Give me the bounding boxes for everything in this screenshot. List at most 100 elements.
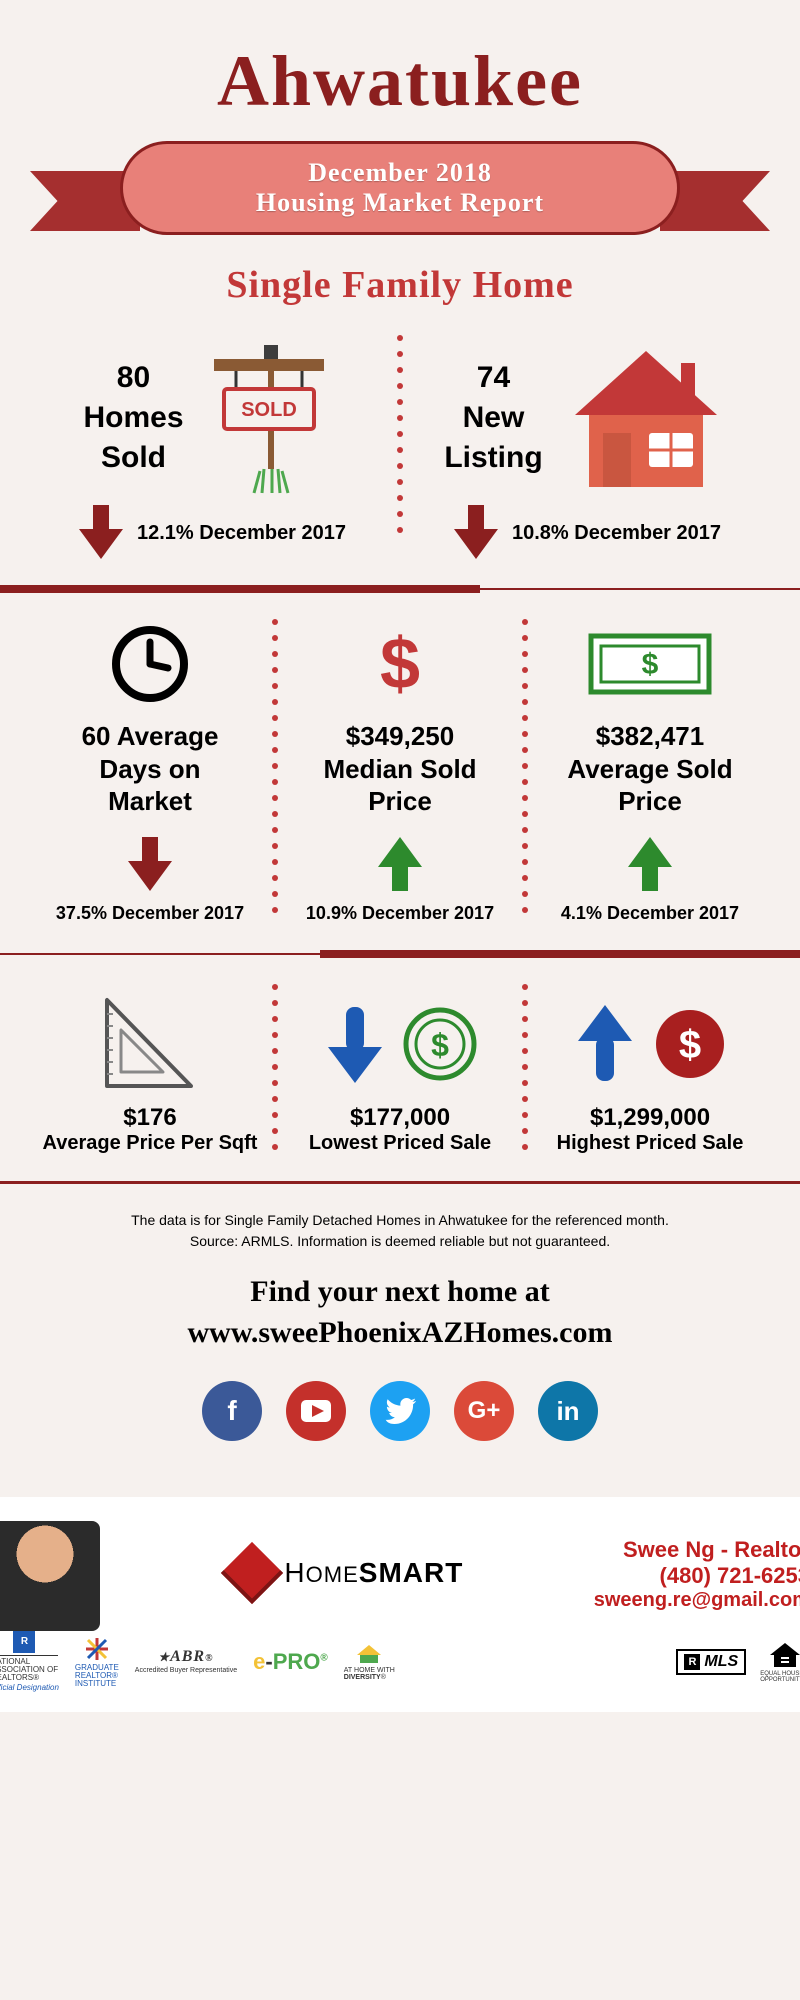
linkedin-icon[interactable]: in — [538, 1381, 598, 1441]
sold-period: December 2017 — [199, 522, 346, 544]
stat-lowest-sale: $ $177,000 Lowest Priced Sale — [290, 984, 510, 1155]
new-label-1: New — [444, 400, 542, 436]
cert-mls-icon: R MLS — [676, 1649, 746, 1675]
arrow-up-icon — [628, 837, 672, 891]
arrow-down-icon — [128, 837, 172, 891]
avg-pct: 4.1% — [561, 903, 602, 923]
sqft-label: Average Price Per Sqft — [43, 1132, 258, 1155]
new-period: December 2017 — [574, 522, 721, 544]
bottom-stats-row: $176 Average Price Per Sqft $ — [40, 984, 760, 1155]
brand-text: HOMESMART — [284, 1557, 463, 1589]
arrow-up-blue-icon — [570, 999, 640, 1089]
vertical-dots — [272, 619, 278, 924]
dom-l2: Days on — [82, 753, 219, 786]
high-label: Highest Priced Sale — [557, 1132, 744, 1155]
avg-l1: $382,471 — [567, 720, 732, 753]
coin-dollar-icon: $ — [400, 1004, 480, 1084]
banner-line-1: December 2018 — [133, 158, 667, 188]
cert-abr-icon: ★ABR® Accredited Buyer Representative — [135, 1649, 237, 1674]
low-label: Lowest Priced Sale — [309, 1132, 491, 1155]
facebook-icon[interactable]: f — [202, 1381, 262, 1441]
data-note: The data is for Single Family Detached H… — [40, 1210, 760, 1252]
avg-l3: Price — [567, 785, 732, 818]
cert-gri-icon: GRADUATEREALTOR®INSTITUTE — [75, 1636, 119, 1688]
new-pct: 10.8% — [512, 522, 569, 544]
realtor-email[interactable]: sweeng.re@gmail.com — [594, 1589, 800, 1612]
avg-period: December 2017 — [607, 903, 739, 923]
low-amount: $177,000 — [309, 1104, 491, 1132]
arrow-down-icon — [454, 505, 498, 559]
med-l3: Price — [323, 785, 476, 818]
top-stats-row: 80 Homes Sold SOLD — [40, 335, 760, 559]
arrow-down-icon — [79, 505, 123, 559]
certifications-row: R NATIONALASSOCIATION OFREALTORS® Offici… — [0, 1625, 800, 1712]
sold-label-2: Sold — [83, 440, 183, 476]
dom-period: December 2017 — [112, 903, 244, 923]
cert-epro-icon: e-PRO® — [253, 1651, 328, 1673]
sold-count: 80 — [83, 360, 183, 396]
avg-l2: Average Sold — [567, 753, 732, 786]
note-line-1: The data is for Single Family Detached H… — [40, 1210, 760, 1231]
svg-text:$: $ — [679, 1023, 701, 1067]
vertical-dots — [272, 984, 278, 1155]
banner-line-2: Housing Market Report — [133, 188, 667, 218]
cta-line-1: Find your next home at — [40, 1272, 760, 1313]
sold-sign-icon: SOLD — [202, 345, 342, 495]
cta-line-2[interactable]: www.sweePhoenixAZHomes.com — [40, 1313, 760, 1354]
mid-stats-row: 60 Average Days on Market 37.5% December… — [40, 619, 760, 924]
stat-new-listing: 74 New Listing 10.8% December 2017 — [415, 335, 760, 559]
svg-text:SOLD: SOLD — [241, 399, 297, 421]
arrow-down-blue-icon — [320, 999, 390, 1089]
dom-pct: 37.5% — [56, 903, 107, 923]
sqft-amount: $176 — [43, 1104, 258, 1132]
dollar-icon: $ — [380, 623, 420, 705]
sold-pct: 12.1% — [137, 522, 194, 544]
diamond-icon — [221, 1542, 283, 1604]
svg-text:$: $ — [642, 648, 659, 681]
section-divider — [0, 1181, 800, 1184]
arrow-up-icon — [378, 837, 422, 891]
vertical-dots — [522, 984, 528, 1155]
vertical-dots — [397, 335, 403, 559]
svg-text:$: $ — [431, 1027, 449, 1063]
dom-l1: 60 Average — [82, 720, 219, 753]
house-icon — [561, 345, 731, 495]
med-l1: $349,250 — [323, 720, 476, 753]
note-line-2: Source: ARMLS. Information is deemed rel… — [40, 1231, 760, 1252]
banner: December 2018 Housing Market Report — [40, 133, 760, 253]
sold-label-1: Homes — [83, 400, 183, 436]
section-divider — [0, 585, 800, 593]
high-amount: $1,299,000 — [557, 1104, 744, 1132]
med-period: December 2017 — [362, 903, 494, 923]
new-count: 74 — [444, 360, 542, 396]
new-label-2: Listing — [444, 440, 542, 476]
cert-diversity-icon: AT HOME WITHDIVERSITY® — [344, 1643, 395, 1681]
twitter-icon[interactable] — [370, 1381, 430, 1441]
dom-l3: Market — [82, 785, 219, 818]
set-square-icon — [95, 994, 205, 1094]
realtor-phone[interactable]: (480) 721-6253 — [594, 1563, 800, 1589]
stat-average-sold-price: $ $382,471 Average Sold Price 4.1% Decem… — [540, 619, 760, 924]
page-title: Ahwatukee — [40, 40, 760, 123]
cash-icon: $ — [585, 624, 715, 704]
stat-homes-sold: 80 Homes Sold SOLD — [40, 335, 385, 559]
section-divider — [0, 950, 800, 958]
stat-days-on-market: 60 Average Days on Market 37.5% December… — [40, 619, 260, 924]
footer: HOMESMART Swee Ng - Realtor (480) 721-62… — [0, 1497, 800, 1645]
youtube-icon[interactable] — [286, 1381, 346, 1441]
contact-info: Swee Ng - Realtor (480) 721-6253 sweeng.… — [594, 1537, 800, 1612]
stat-highest-sale: $ $1,299,000 Highest Priced Sale — [540, 984, 760, 1155]
cert-equal-housing-icon: EQUAL HOUSINGOPPORTUNITY — [760, 1641, 800, 1683]
google-plus-icon[interactable]: G+ — [454, 1381, 514, 1441]
realtor-name: Swee Ng - Realtor — [594, 1537, 800, 1563]
realtor-photo — [0, 1521, 100, 1631]
coin-dollar-red-icon: $ — [650, 1004, 730, 1084]
section-title: Single Family Home — [40, 263, 760, 307]
med-pct: 10.9% — [306, 903, 357, 923]
med-l2: Median Sold — [323, 753, 476, 786]
clock-icon — [110, 624, 190, 704]
stat-price-per-sqft: $176 Average Price Per Sqft — [40, 984, 260, 1155]
social-icons-row: f G+ in — [40, 1381, 760, 1441]
vertical-dots — [522, 619, 528, 924]
brand-logo: HOMESMART — [230, 1551, 463, 1595]
